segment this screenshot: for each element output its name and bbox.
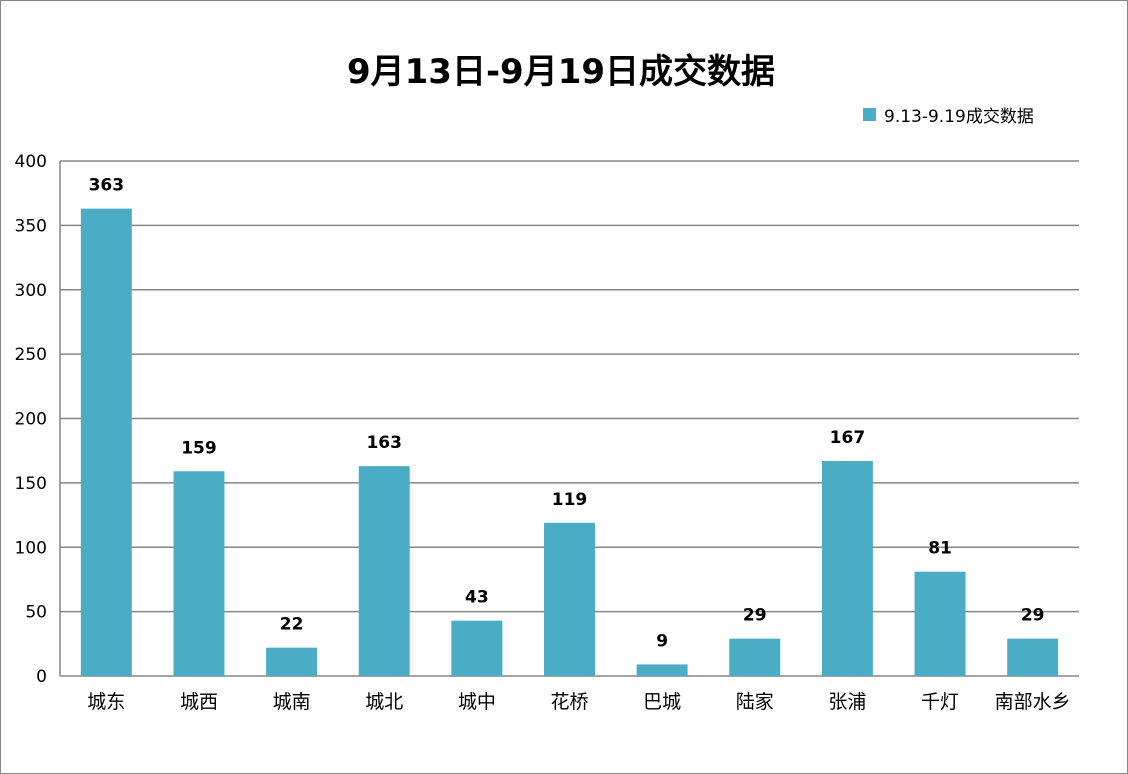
bar-1 <box>173 471 225 676</box>
bar-7 <box>729 638 781 676</box>
bar-10 <box>1007 638 1059 676</box>
bar-3 <box>358 466 410 676</box>
legend-label: 9.13-9.19成交数据 <box>884 107 1034 127</box>
y-tick-label: 250 <box>15 345 47 365</box>
legend: 9.13-9.19成交数据 <box>863 107 1034 127</box>
x-tick-label: 城中 <box>458 691 496 713</box>
x-tick-label: 陆家 <box>736 691 774 713</box>
x-axis: 城东 城西 城南 城北 城中 花桥 巴城 陆家 张浦 千灯 南部水乡 <box>87 691 1070 713</box>
x-tick-label: 城南 <box>273 691 311 713</box>
y-tick-label: 200 <box>15 410 47 430</box>
x-tick-label: 城西 <box>180 691 218 713</box>
y-tick-label: 150 <box>15 474 47 494</box>
y-tick-label: 400 <box>15 152 47 172</box>
data-label: 22 <box>280 615 304 635</box>
gridlines <box>60 160 1079 677</box>
y-tick-label: 100 <box>15 538 47 558</box>
y-tick-label: 300 <box>15 281 47 301</box>
bar-8 <box>821 460 873 676</box>
x-tick-label: 张浦 <box>828 691 866 713</box>
data-label: 81 <box>928 539 952 559</box>
legend-swatch <box>863 108 876 121</box>
data-label: 9 <box>656 631 668 651</box>
bars <box>80 208 1059 676</box>
bar-6 <box>636 664 688 676</box>
data-label: 167 <box>830 428 866 448</box>
x-tick-label: 南部水乡 <box>995 691 1071 713</box>
data-label: 29 <box>1021 606 1045 626</box>
data-label: 119 <box>552 490 588 510</box>
data-label: 363 <box>89 176 125 196</box>
x-tick-label: 千灯 <box>921 691 959 713</box>
data-label: 159 <box>181 438 217 458</box>
bar-5 <box>544 522 595 676</box>
y-tick-label: 50 <box>25 603 47 623</box>
y-tick-label: 350 <box>15 216 47 236</box>
bar-2 <box>266 647 318 676</box>
data-label: 163 <box>366 433 402 453</box>
chart-title: 9月13日-9月19日成交数据 <box>347 52 775 92</box>
y-tick-label: 0 <box>36 667 47 687</box>
data-label: 29 <box>743 606 767 626</box>
x-tick-label: 花桥 <box>550 691 588 713</box>
y-axis: 0 50 100 150 200 250 300 350 400 <box>15 152 61 687</box>
data-labels: 363 159 22 163 43 119 9 29 167 81 29 <box>89 176 1045 652</box>
bar-0 <box>80 208 132 676</box>
x-tick-label: 城北 <box>365 691 403 713</box>
x-tick-label: 巴城 <box>643 691 681 713</box>
data-label: 43 <box>465 588 489 608</box>
bar-4 <box>451 620 503 676</box>
x-tick-label: 城东 <box>87 691 125 713</box>
bar-9 <box>914 571 966 676</box>
